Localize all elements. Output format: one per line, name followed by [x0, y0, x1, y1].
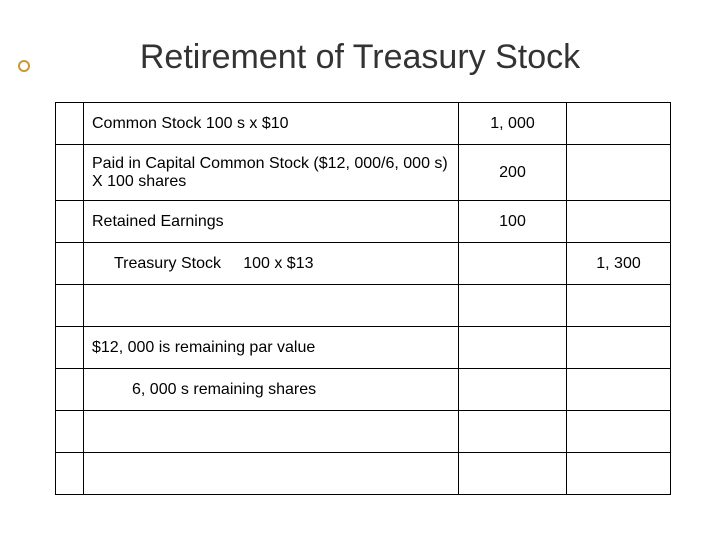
credit-cell — [567, 201, 671, 243]
description-cell: $12, 000 is remaining par value — [84, 327, 459, 369]
debit-cell — [459, 411, 567, 453]
debit-cell — [459, 369, 567, 411]
journal-entry-table-wrap: Common Stock 100 s x $101, 000Paid in Ca… — [55, 102, 670, 495]
description-cell — [84, 411, 459, 453]
credit-cell — [567, 327, 671, 369]
credit-cell — [567, 369, 671, 411]
description-cell: Retained Earnings — [84, 201, 459, 243]
page-title: Retirement of Treasury Stock — [0, 38, 720, 77]
table-body: Common Stock 100 s x $101, 000Paid in Ca… — [56, 103, 671, 495]
row-stub-cell — [56, 201, 84, 243]
credit-cell — [567, 103, 671, 145]
table-row: Paid in Capital Common Stock ($12, 000/6… — [56, 145, 671, 201]
table-row: 6, 000 s remaining shares — [56, 369, 671, 411]
table-row — [56, 411, 671, 453]
debit-cell — [459, 453, 567, 495]
description-cell: 6, 000 s remaining shares — [84, 369, 459, 411]
table-row: $12, 000 is remaining par value — [56, 327, 671, 369]
row-stub-cell — [56, 453, 84, 495]
debit-cell: 1, 000 — [459, 103, 567, 145]
table-row: Common Stock 100 s x $101, 000 — [56, 103, 671, 145]
description-cell — [84, 453, 459, 495]
description-cell: Common Stock 100 s x $10 — [84, 103, 459, 145]
credit-cell — [567, 285, 671, 327]
debit-cell — [459, 327, 567, 369]
credit-cell: 1, 300 — [567, 243, 671, 285]
credit-cell — [567, 145, 671, 201]
row-stub-cell — [56, 327, 84, 369]
credit-cell — [567, 453, 671, 495]
row-stub-cell — [56, 145, 84, 201]
table-row: Treasury Stock 100 x $13 1, 300 — [56, 243, 671, 285]
row-stub-cell — [56, 411, 84, 453]
journal-entry-table: Common Stock 100 s x $101, 000Paid in Ca… — [55, 102, 671, 495]
table-row: Retained Earnings100 — [56, 201, 671, 243]
row-stub-cell — [56, 285, 84, 327]
description-cell: Treasury Stock 100 x $13 — [84, 243, 459, 285]
description-cell — [84, 285, 459, 327]
debit-cell: 200 — [459, 145, 567, 201]
description-cell: Paid in Capital Common Stock ($12, 000/6… — [84, 145, 459, 201]
debit-cell: 100 — [459, 201, 567, 243]
credit-cell — [567, 411, 671, 453]
debit-cell — [459, 243, 567, 285]
table-row — [56, 285, 671, 327]
row-stub-cell — [56, 243, 84, 285]
row-stub-cell — [56, 103, 84, 145]
row-stub-cell — [56, 369, 84, 411]
table-row — [56, 453, 671, 495]
debit-cell — [459, 285, 567, 327]
